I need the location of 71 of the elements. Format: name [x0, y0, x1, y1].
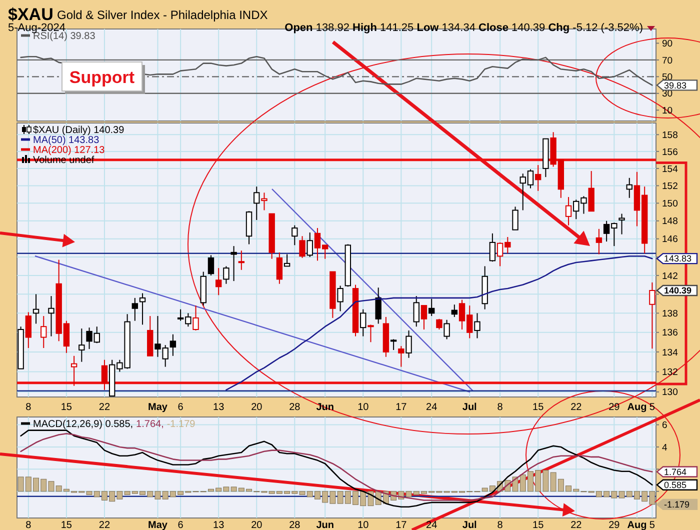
- series-label: 1.764,: [136, 419, 164, 430]
- x-tick-label: 10: [358, 402, 370, 413]
- x-tick-label: 24: [426, 402, 438, 413]
- x-tick-label: 8: [26, 402, 32, 413]
- x-tick-label: 13: [213, 520, 225, 530]
- x-tick-label: Aug: [627, 520, 647, 530]
- text: 143.83: [664, 254, 692, 264]
- y-tick-label: 158: [662, 130, 678, 141]
- x-tick-label: 17: [396, 520, 408, 530]
- x-tick-label: 29: [608, 520, 620, 530]
- x-tick-label: Jun: [316, 520, 334, 530]
- chart-title: $XAU: [8, 5, 54, 24]
- y-tick-label: 138: [662, 308, 678, 320]
- x-tick-label: 22: [570, 520, 582, 530]
- x-tick-label: 15: [60, 520, 72, 530]
- x-tick-label: Aug: [627, 402, 647, 413]
- y-tick-label: 156: [662, 146, 678, 158]
- text: 39.83: [664, 80, 687, 90]
- y-tick-label: 70: [662, 55, 673, 66]
- x-tick-label: 15: [532, 520, 544, 530]
- x-tick-label: 15: [532, 402, 544, 413]
- legend-label: MACD(12,26,9) 0.585,: [33, 419, 134, 430]
- y-tick-label: 6: [662, 420, 668, 432]
- y-tick-label: 134: [662, 347, 678, 358]
- text: Open 138.92 High 141.25 Low 134.34 Close 140.39 Chg -5.12 (-3.52%): [284, 22, 643, 34]
- x-tick-label: 10: [358, 520, 370, 530]
- series-label: -1.179: [664, 500, 690, 510]
- x-tick-label: 20: [251, 520, 263, 530]
- x-tick-label: 17: [396, 402, 408, 413]
- text: 0.585: [664, 480, 687, 490]
- y-tick-label: 50: [662, 72, 673, 83]
- x-tick-label: 28: [289, 402, 301, 413]
- text: 1.764: [664, 466, 687, 477]
- text: 140.39: [664, 286, 692, 296]
- legend-label: $XAU (Daily) 140.39: [33, 125, 125, 136]
- annotation: Volume undef: [33, 155, 94, 166]
- x-tick-label: 22: [98, 520, 110, 530]
- x-tick-label: May: [148, 520, 168, 530]
- legend-label: MA(50) 143.83: [33, 135, 100, 146]
- x-tick-label: 28: [289, 520, 301, 530]
- x-tick-label: 6: [178, 520, 184, 530]
- legend-label: MA(200) 127.13: [33, 145, 106, 156]
- y-tick-label: 142: [662, 270, 678, 282]
- annotation: 5-Aug-2024: [8, 22, 66, 34]
- y-tick-label: 146: [662, 234, 678, 246]
- annotation: -1.179: [166, 419, 196, 430]
- y-tick-label: 90: [662, 38, 673, 50]
- chart-subtitle: Gold & Silver Index - Philadelphia INDX: [57, 8, 268, 22]
- x-tick-label: Jul: [462, 520, 478, 530]
- x-tick-label: 8: [497, 520, 504, 530]
- y-tick-label: 136: [662, 328, 678, 339]
- x-tick-label: 13: [213, 402, 225, 413]
- legend-label: RSI(14) 39.83: [33, 31, 96, 42]
- x-tick-label: 15: [60, 402, 72, 413]
- x-tick-label: 8: [497, 402, 504, 413]
- x-tick-label: 22: [570, 402, 582, 413]
- y-tick-label: 152: [662, 181, 678, 192]
- y-tick-label: 154: [662, 164, 678, 175]
- y-tick-label: 130: [662, 387, 678, 398]
- x-tick-label: Jul: [462, 402, 478, 413]
- x-tick-label: 6: [178, 402, 184, 413]
- y-tick-label: 150: [662, 198, 678, 210]
- x-tick-label: May: [148, 402, 168, 413]
- x-tick-label: 5: [649, 520, 656, 530]
- x-tick-label: 22: [98, 402, 110, 413]
- x-tick-label: 8: [26, 520, 32, 530]
- annotation: Support: [69, 68, 135, 87]
- x-tick-label: 24: [426, 520, 438, 530]
- x-tick-label: 20: [251, 402, 263, 413]
- y-tick-label: 148: [662, 216, 678, 228]
- y-tick-label: 4: [662, 442, 668, 454]
